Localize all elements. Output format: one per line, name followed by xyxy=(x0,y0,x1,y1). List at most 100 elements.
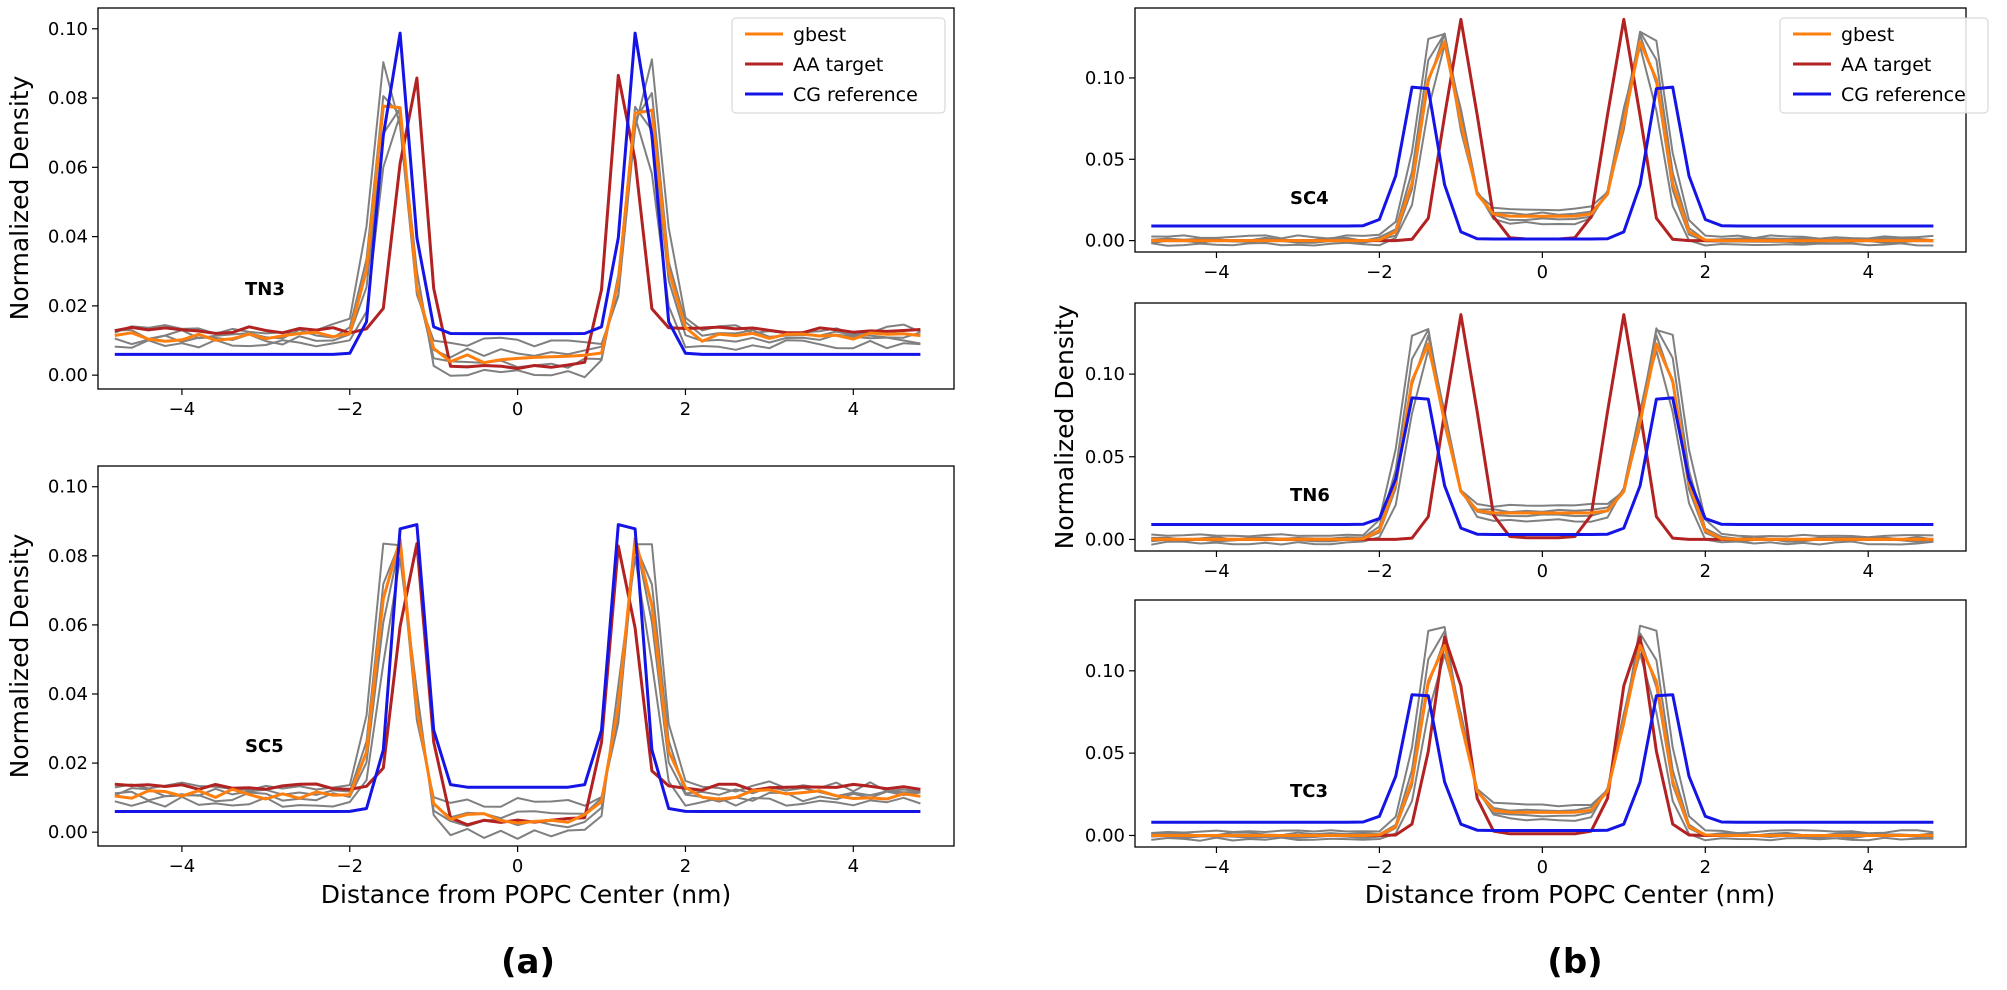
series-line-gbest xyxy=(1151,644,1934,837)
ytick-label: 0.06 xyxy=(48,157,88,178)
ytick-label: 0.05 xyxy=(1085,743,1125,764)
xtick-label: −4 xyxy=(1203,262,1230,283)
legend-label-aa: AA target xyxy=(793,54,883,76)
series-line-replicate xyxy=(1151,30,1934,240)
series-line-cg-reference xyxy=(114,523,921,813)
legend-label-aa-b: AA target xyxy=(1841,54,1931,76)
xtick-label: 0 xyxy=(512,856,523,877)
ytick-label: 0.10 xyxy=(1085,68,1125,89)
xtick-label: 0 xyxy=(1537,857,1548,878)
series-line-replicate xyxy=(1151,327,1934,541)
series-line-cg-reference xyxy=(114,31,921,356)
ylabel-a2: Normalized Density xyxy=(5,533,34,778)
plot-b3: −4 −2 0 2 4 0.00 0.05 0.10 TC3 Distance from PO… xyxy=(1085,599,1967,909)
xtick-label: 4 xyxy=(1863,857,1874,878)
xtick-label: −2 xyxy=(336,399,363,420)
xtick-label: 2 xyxy=(1700,857,1711,878)
xtick-label: 2 xyxy=(1700,561,1711,582)
legend-label-gbest-b: gbest xyxy=(1841,24,1894,46)
series-line-replicate xyxy=(1151,637,1934,840)
annotation-a2: SC5 xyxy=(245,736,284,757)
ytick-label: 0.02 xyxy=(48,753,88,774)
ytick-label: 0.00 xyxy=(48,822,88,843)
xtick-label: 0 xyxy=(512,399,523,420)
series-line-aa-target xyxy=(114,73,921,370)
ytick-label: 0.00 xyxy=(48,365,88,386)
series-line-replicate xyxy=(114,113,921,379)
series-line-gbest xyxy=(114,536,921,825)
annotation-b3: TC3 xyxy=(1290,781,1328,802)
ytick-label: 0.05 xyxy=(1085,447,1125,468)
series-line-replicate xyxy=(114,537,921,829)
ytick-label: 0.10 xyxy=(48,477,88,498)
series-line-cg-reference xyxy=(1151,85,1934,241)
series-line-replicate xyxy=(1151,328,1934,539)
xtick-label: −4 xyxy=(1203,561,1230,582)
ytick-label: 0.10 xyxy=(1085,661,1125,682)
series-line-replicate xyxy=(114,556,921,840)
ytick-label: 0.02 xyxy=(48,296,88,317)
legend-box-a1 xyxy=(731,17,946,114)
xtick-label: −2 xyxy=(1366,561,1393,582)
series-line-aa-target xyxy=(114,542,921,827)
series-line-replicate xyxy=(1151,348,1934,546)
plot-b2: −4 −2 0 2 4 0.00 0.05 0.10 TN6 Normalized Densi… xyxy=(1050,302,1967,582)
plot-a2: −4 −2 0 2 4 0.00 0.02 0.04 0.06 0.08 0.10 SC5 Norm… xyxy=(5,465,955,909)
series-line-gbest xyxy=(1151,40,1934,243)
ytick-label: 0.10 xyxy=(1085,364,1125,385)
ytick-label: 0.00 xyxy=(1085,825,1125,846)
ylabel-b2: Normalized Density xyxy=(1050,304,1079,549)
legend-box-b1 xyxy=(1779,17,1989,114)
xtick-label: −4 xyxy=(169,399,196,420)
series-line-cg-reference xyxy=(1151,396,1934,536)
xtick-label: −2 xyxy=(336,856,363,877)
ytick-label: 0.10 xyxy=(48,19,88,40)
xlabel-a2: Distance from POPC Center (nm) xyxy=(321,880,731,909)
xtick-label: 2 xyxy=(680,399,691,420)
series-line-replicate xyxy=(114,542,921,808)
annotation-b1: SC4 xyxy=(1290,188,1329,209)
series-line-replicate xyxy=(114,541,921,820)
xtick-label: 0 xyxy=(1537,262,1548,283)
legend-b1: gbest AA target CG reference xyxy=(1779,17,1989,114)
xtick-label: 4 xyxy=(1863,262,1874,283)
axes-frame-b3 xyxy=(1134,599,1967,848)
xtick-label: −4 xyxy=(1203,857,1230,878)
panel-label-b: (b) xyxy=(1547,942,1602,982)
axes-frame-a1 xyxy=(97,7,955,390)
xtick-label: −4 xyxy=(169,856,196,877)
series-line-aa-target xyxy=(1151,635,1934,837)
xtick-label: 2 xyxy=(1700,262,1711,283)
xtick-label: 4 xyxy=(848,856,859,877)
axes-frame-b2 xyxy=(1134,302,1967,552)
legend-label-cg: CG reference xyxy=(793,84,918,106)
series-line-replicate xyxy=(1151,43,1934,247)
plot-b1: −4 −2 0 2 4 0.00 0.05 0.10 SC4 gbest AA target … xyxy=(1085,7,1989,283)
xlabel-b3: Distance from POPC Center (nm) xyxy=(1365,880,1775,909)
series-line-cg-reference xyxy=(1151,693,1934,832)
series-line-replicate xyxy=(114,92,921,359)
series-line-replicate xyxy=(1151,624,1934,835)
series-line-gbest xyxy=(114,104,921,365)
ytick-label: 0.06 xyxy=(48,615,88,636)
xtick-label: −2 xyxy=(1366,857,1393,878)
series-line-gbest xyxy=(1151,342,1934,541)
xtick-label: 2 xyxy=(680,856,691,877)
xtick-label: −2 xyxy=(1366,262,1393,283)
xtick-label: 4 xyxy=(1863,561,1874,582)
ytick-label: 0.08 xyxy=(48,88,88,109)
panel-label-a: (a) xyxy=(501,942,555,982)
series-line-replicate xyxy=(1151,652,1934,842)
ytick-label: 0.04 xyxy=(48,227,88,248)
legend-label-gbest: gbest xyxy=(793,24,846,46)
ytick-label: 0.04 xyxy=(48,684,88,705)
ytick-label: 0.05 xyxy=(1085,149,1125,170)
xtick-label: 4 xyxy=(848,399,859,420)
legend-label-cg-b: CG reference xyxy=(1841,84,1966,106)
ylabel-a1: Normalized Density xyxy=(5,75,34,320)
axes-frame-b1 xyxy=(1134,7,1967,253)
ytick-label: 0.00 xyxy=(1085,529,1125,550)
ytick-label: 0.00 xyxy=(1085,231,1125,252)
ytick-label: 0.08 xyxy=(48,546,88,567)
plot-a1: −4 −2 0 2 4 0.00 0.02 0.04 0.06 0.08 0.10 TN3 gbes… xyxy=(5,7,955,420)
